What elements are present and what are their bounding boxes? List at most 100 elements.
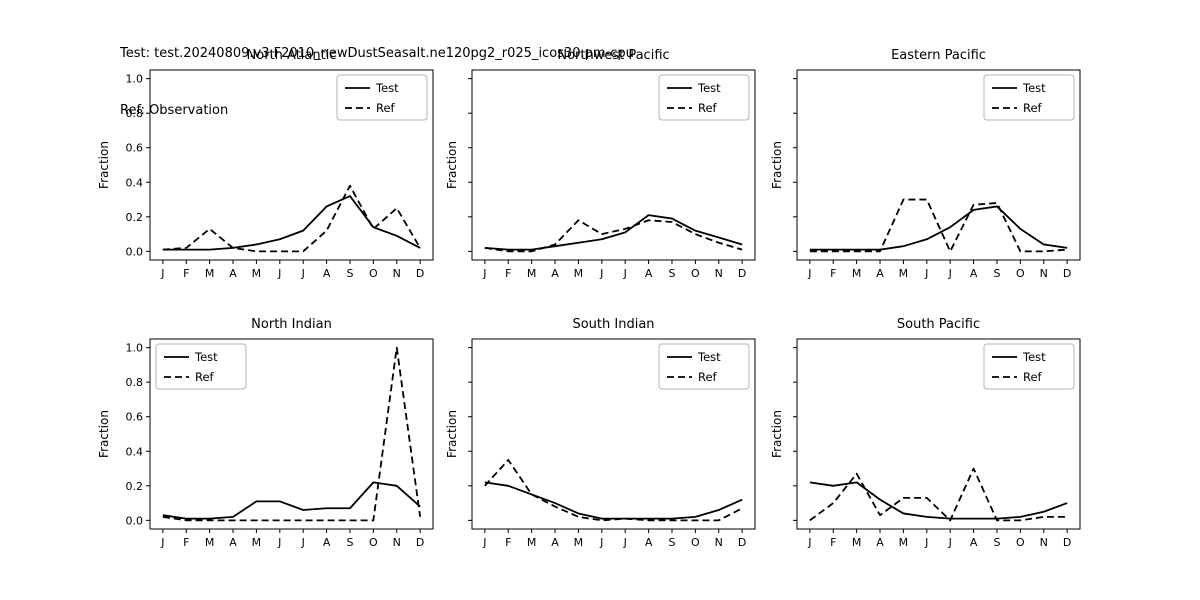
ref-run-label: Ref: Observation — [120, 103, 229, 118]
chart-canvas: North Atlantic 0.0 0.2 0.4 0.6 0.8 1.0 J F M A M J J A… — [97, 48, 434, 280]
x-tick-label: J — [301, 536, 305, 549]
y-tick-label: 0.2 — [126, 480, 144, 493]
x-tick-label: J — [623, 267, 627, 280]
y-tick-label: 0.2 — [126, 211, 144, 224]
figure-header: Test: test.20240809.v3.F2010_newDustSeas… — [120, 6, 634, 158]
legend-test-label: Test — [1022, 350, 1046, 364]
x-tick-label: S — [668, 267, 675, 280]
x-tick-label: A — [645, 267, 653, 280]
plot-area — [471, 338, 756, 530]
x-tick-label: J — [623, 536, 627, 549]
chart-south-pacific: South Pacific J F M A M J J A S O N D Fraction Test Ref — [740, 314, 1085, 582]
x-tick-label: J — [277, 536, 281, 549]
legend-ref-label: Ref — [698, 101, 718, 115]
chart-north-indian: North Indian 0.0 0.2 0.4 0.6 0.8 1.0 J F M A M J J A S O… — [93, 314, 438, 582]
y-axis-label: Fraction — [97, 141, 111, 189]
x-tick-label: J — [948, 536, 952, 549]
x-tick-label: D — [1063, 536, 1071, 549]
chart-canvas: South Pacific J F M A M J J A S O N D Fraction Test Ref — [770, 317, 1081, 549]
x-tick-label: M — [899, 536, 909, 549]
x-tick-label: O — [1016, 536, 1025, 549]
plot-area — [149, 69, 434, 261]
x-tick-label: N — [715, 267, 723, 280]
x-tick-label: N — [1040, 536, 1048, 549]
x-tick-label: S — [346, 267, 353, 280]
chart-title: Northwest Pacific — [557, 48, 669, 63]
legend-ref-label: Ref — [376, 101, 396, 115]
y-tick-label: 1.0 — [126, 342, 144, 355]
x-tick-label: J — [160, 536, 164, 549]
chart-title: South Pacific — [897, 317, 980, 332]
y-tick-label: 0.6 — [126, 411, 144, 424]
x-tick-label: M — [252, 267, 262, 280]
legend-ref-label: Ref — [1023, 101, 1043, 115]
plot-area — [796, 338, 1081, 530]
x-tick-label: J — [482, 536, 486, 549]
legend-ref-label: Ref — [195, 370, 215, 384]
x-tick-label: O — [369, 267, 378, 280]
x-tick-label: J — [948, 267, 952, 280]
legend-test-label: Test — [697, 350, 721, 364]
y-axis-label: Fraction — [445, 410, 459, 458]
x-tick-label: F — [183, 536, 189, 549]
x-tick-label: N — [1040, 267, 1048, 280]
chart-canvas: Eastern Pacific J F M A M J J A S O N D Fraction Test R… — [770, 48, 1081, 280]
x-tick-label: F — [505, 536, 511, 549]
x-tick-label: A — [229, 536, 237, 549]
x-tick-label: D — [416, 536, 424, 549]
x-tick-label: J — [599, 536, 603, 549]
x-tick-label: J — [277, 267, 281, 280]
legend-test-label: Test — [1022, 81, 1046, 95]
chart-eastern-pacific: Eastern Pacific J F M A M J J A S O N D Fraction Test R… — [740, 45, 1085, 313]
y-tick-label: 0.0 — [126, 514, 144, 527]
series-ref-line — [809, 198, 1068, 253]
series-test-line — [162, 481, 421, 520]
x-tick-label: O — [1016, 267, 1025, 280]
series-ref-line — [484, 459, 743, 522]
series-ref-line — [484, 219, 743, 253]
x-tick-label: F — [830, 536, 836, 549]
x-tick-label: M — [527, 536, 537, 549]
legend-test-label: Test — [375, 81, 399, 95]
x-tick-label: D — [416, 267, 424, 280]
y-tick-label: 0.0 — [126, 245, 144, 258]
x-tick-label: M — [852, 536, 862, 549]
x-tick-label: F — [505, 267, 511, 280]
x-tick-label: J — [301, 267, 305, 280]
chart-south-indian: South Indian J F M A M J J A S O N D Fraction Test Ref — [415, 314, 760, 582]
x-tick-label: S — [993, 536, 1000, 549]
series-test-line — [809, 481, 1068, 520]
x-tick-label: S — [993, 267, 1000, 280]
chart-northwest-pacific: Northwest Pacific J F M A M J J A S O N D Fraction Tes… — [415, 45, 760, 313]
series-test-line — [484, 214, 743, 251]
x-tick-label: S — [668, 536, 675, 549]
x-tick-label: J — [160, 267, 164, 280]
y-tick-label: 1.0 — [126, 73, 144, 86]
legend-test-label: Test — [697, 81, 721, 95]
x-tick-label: J — [482, 267, 486, 280]
chart-title: North Atlantic — [247, 48, 337, 63]
chart-canvas: South Indian J F M A M J J A S O N D Fraction Test Ref — [445, 317, 756, 549]
x-tick-label: M — [574, 267, 584, 280]
x-tick-label: M — [852, 267, 862, 280]
test-run-label: Test: test.20240809.v3.F2010_newDustSeas… — [120, 46, 634, 61]
chart-title: South Indian — [572, 317, 654, 332]
x-tick-label: A — [876, 267, 884, 280]
x-tick-label: A — [645, 536, 653, 549]
legend-ref-label: Ref — [698, 370, 718, 384]
plot-area — [149, 338, 434, 530]
y-axis-label: Fraction — [445, 141, 459, 189]
x-tick-label: M — [205, 267, 215, 280]
series-test-line — [809, 205, 1068, 251]
x-tick-label: A — [970, 536, 978, 549]
x-tick-label: M — [252, 536, 262, 549]
y-tick-label: 0.8 — [126, 107, 144, 120]
x-tick-label: F — [830, 267, 836, 280]
x-tick-label: N — [393, 536, 401, 549]
x-tick-label: F — [183, 267, 189, 280]
chart-canvas: Northwest Pacific J F M A M J J A S O N D Fraction Tes… — [445, 48, 756, 280]
x-tick-label: O — [369, 536, 378, 549]
x-tick-label: D — [738, 536, 746, 549]
x-tick-label: A — [229, 267, 237, 280]
